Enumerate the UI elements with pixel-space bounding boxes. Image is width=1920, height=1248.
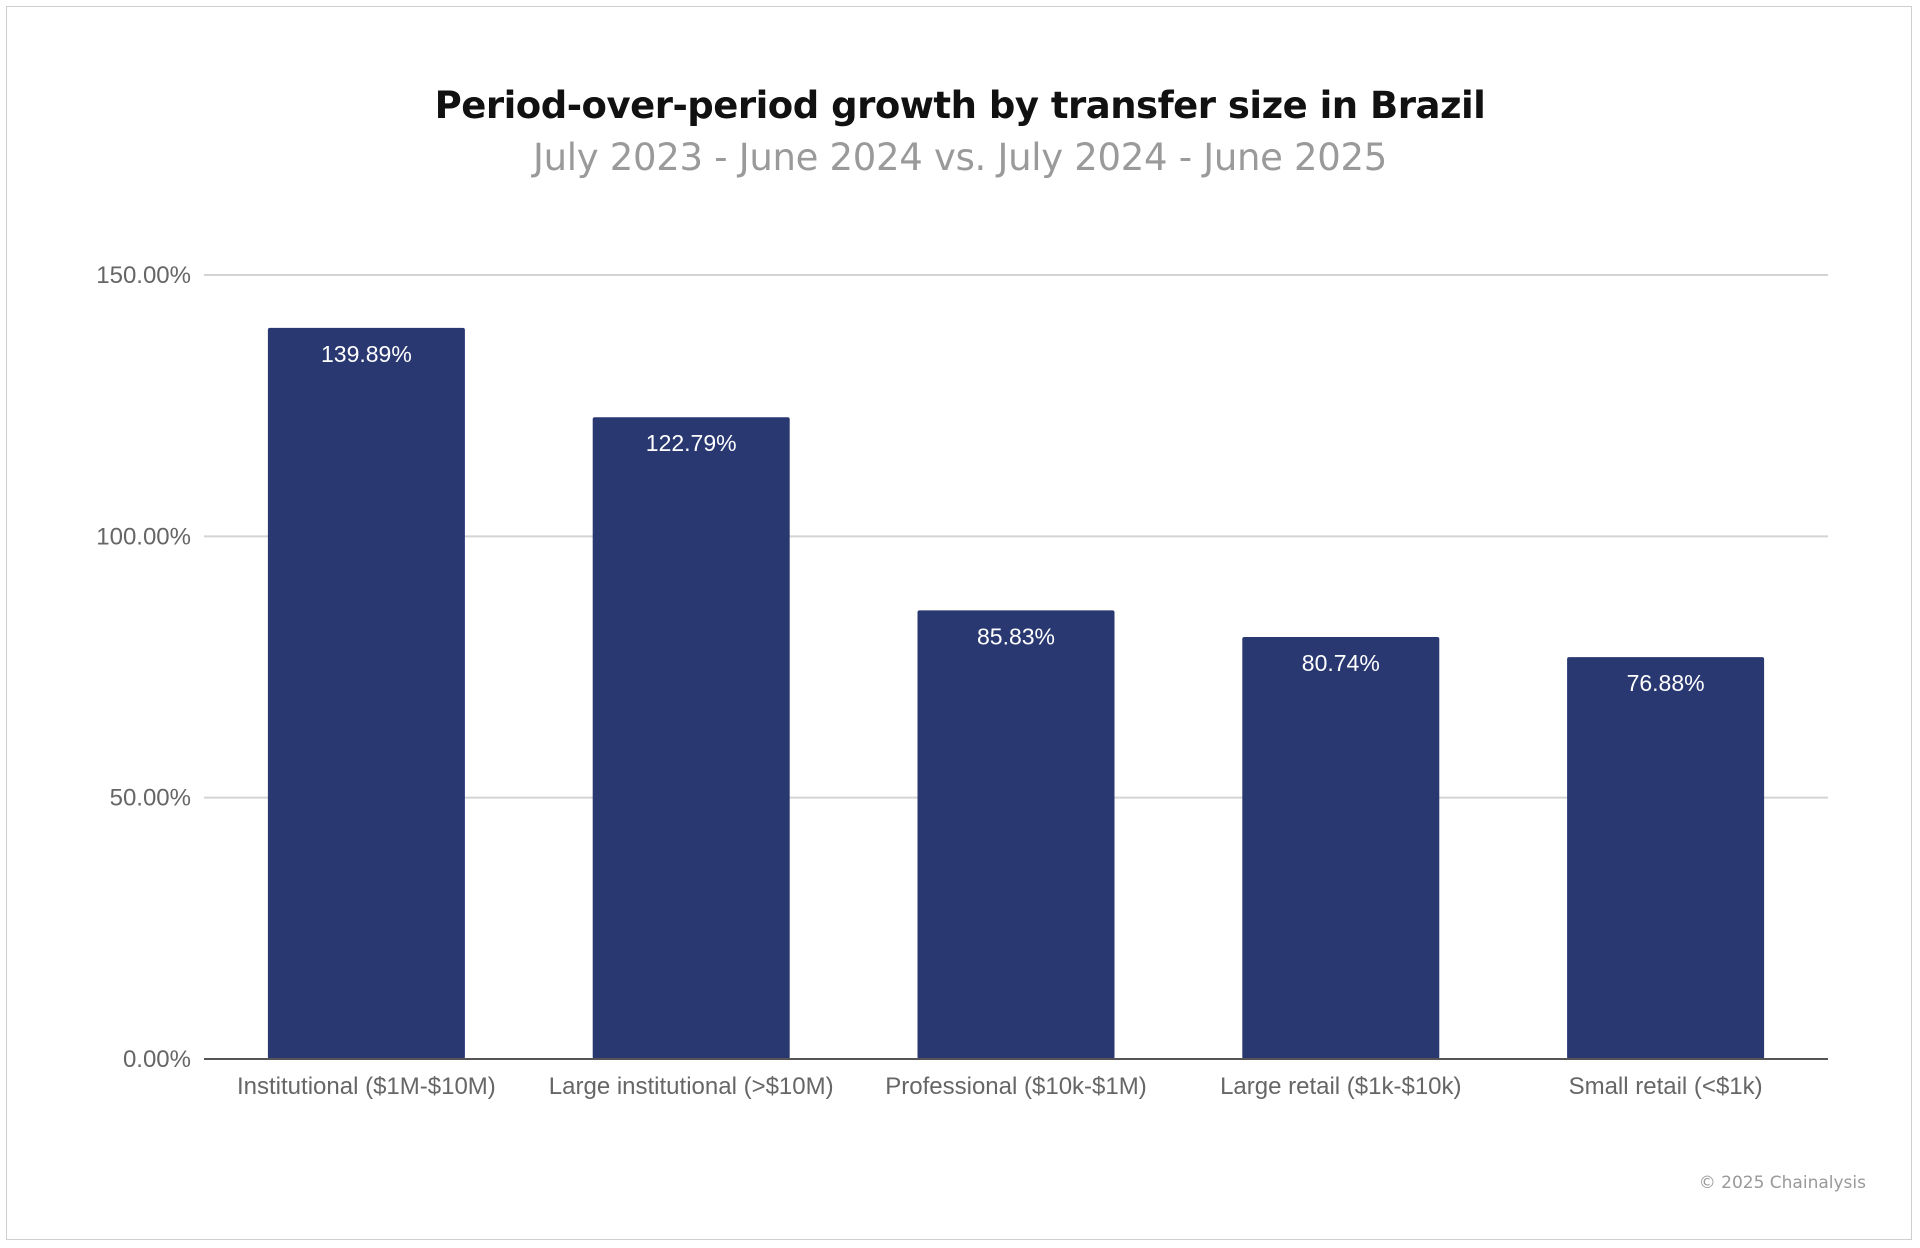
chart-frame: [6, 6, 1912, 1240]
bar: [1242, 636, 1440, 1059]
data-label: 139.89%: [321, 341, 412, 367]
y-tick-label: 100.00%: [96, 523, 191, 550]
bar: [267, 327, 465, 1059]
y-tick-label: 0.00%: [123, 1046, 191, 1073]
x-tick-label: Professional ($10k-$1M): [885, 1073, 1146, 1100]
chart-subtitle: July 2023 - June 2024 vs. July 2024 - Ju…: [532, 136, 1388, 179]
x-tick-label: Large retail ($1k-$10k): [1220, 1073, 1461, 1100]
data-label: 80.74%: [1302, 650, 1380, 676]
x-tick-label: Institutional ($1M-$10M): [237, 1073, 496, 1100]
bar: [917, 610, 1115, 1059]
copyright: © 2025 Chainalysis: [1698, 1173, 1866, 1193]
x-tick-label: Large institutional (>$10M): [549, 1073, 834, 1100]
chart-title: Period-over-period growth by transfer si…: [434, 84, 1486, 127]
y-tick-label: 150.00%: [96, 262, 191, 289]
data-label: 76.88%: [1627, 670, 1705, 696]
x-tick-label: Small retail (<$1k): [1569, 1073, 1763, 1100]
bar: [592, 417, 790, 1059]
data-label: 85.83%: [977, 623, 1055, 649]
y-tick-label: 50.00%: [110, 785, 191, 812]
bar: [1567, 657, 1765, 1059]
data-label: 122.79%: [646, 430, 737, 456]
